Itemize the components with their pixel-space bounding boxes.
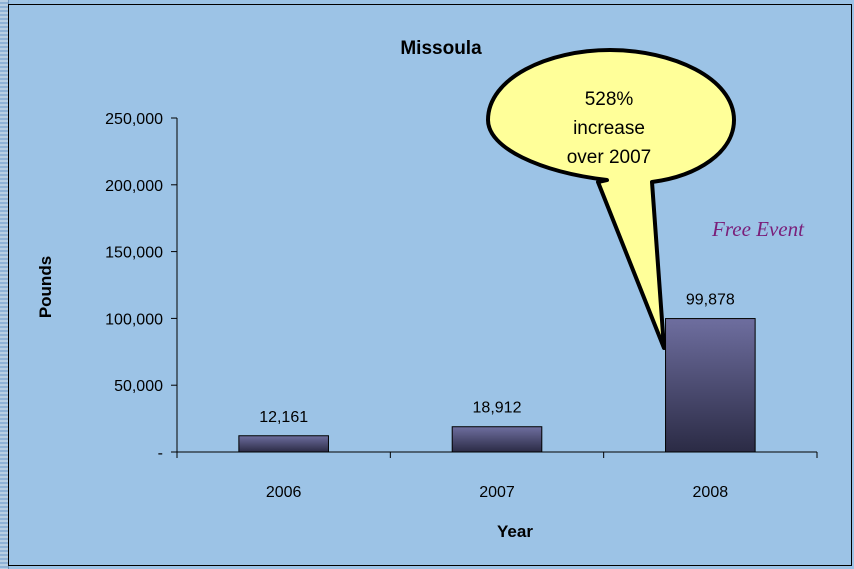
bar xyxy=(238,435,329,453)
y-tick-label: - xyxy=(158,445,163,462)
bar xyxy=(451,426,543,453)
y-tick-label: 250,000 xyxy=(105,111,163,128)
bars: 12,161 18,912 99,878 xyxy=(238,292,756,453)
bar xyxy=(665,318,756,453)
y-axis-ticks: - 50,000 100,000 150,000 200,000 250,000 xyxy=(105,111,177,462)
y-tick-label: 200,000 xyxy=(105,178,163,195)
y-tick-label: 50,000 xyxy=(114,378,163,395)
callout-line-3: over 2007 xyxy=(567,147,652,168)
x-axis-label: Year xyxy=(497,522,533,541)
chart-title: Missoula xyxy=(400,38,482,59)
x-tick-label: 2006 xyxy=(266,484,302,501)
x-tick-label: 2008 xyxy=(693,484,729,501)
free-event-annotation: Free Event xyxy=(711,217,805,241)
callout-bubble xyxy=(486,48,736,350)
y-tick-label: 100,000 xyxy=(105,311,163,328)
bar-data-label: 12,161 xyxy=(259,409,308,426)
callout-line-1: 528% xyxy=(585,89,634,110)
y-tick-label: 150,000 xyxy=(105,245,163,262)
callout-line-2: increase xyxy=(573,118,645,139)
x-axis-ticks: 2006 2007 2008 xyxy=(176,452,818,501)
x-tick-label: 2007 xyxy=(479,484,515,501)
bar-data-label: 99,878 xyxy=(686,292,735,309)
bar-data-label: 18,912 xyxy=(473,400,522,417)
y-axis-label: Pounds xyxy=(36,256,55,318)
